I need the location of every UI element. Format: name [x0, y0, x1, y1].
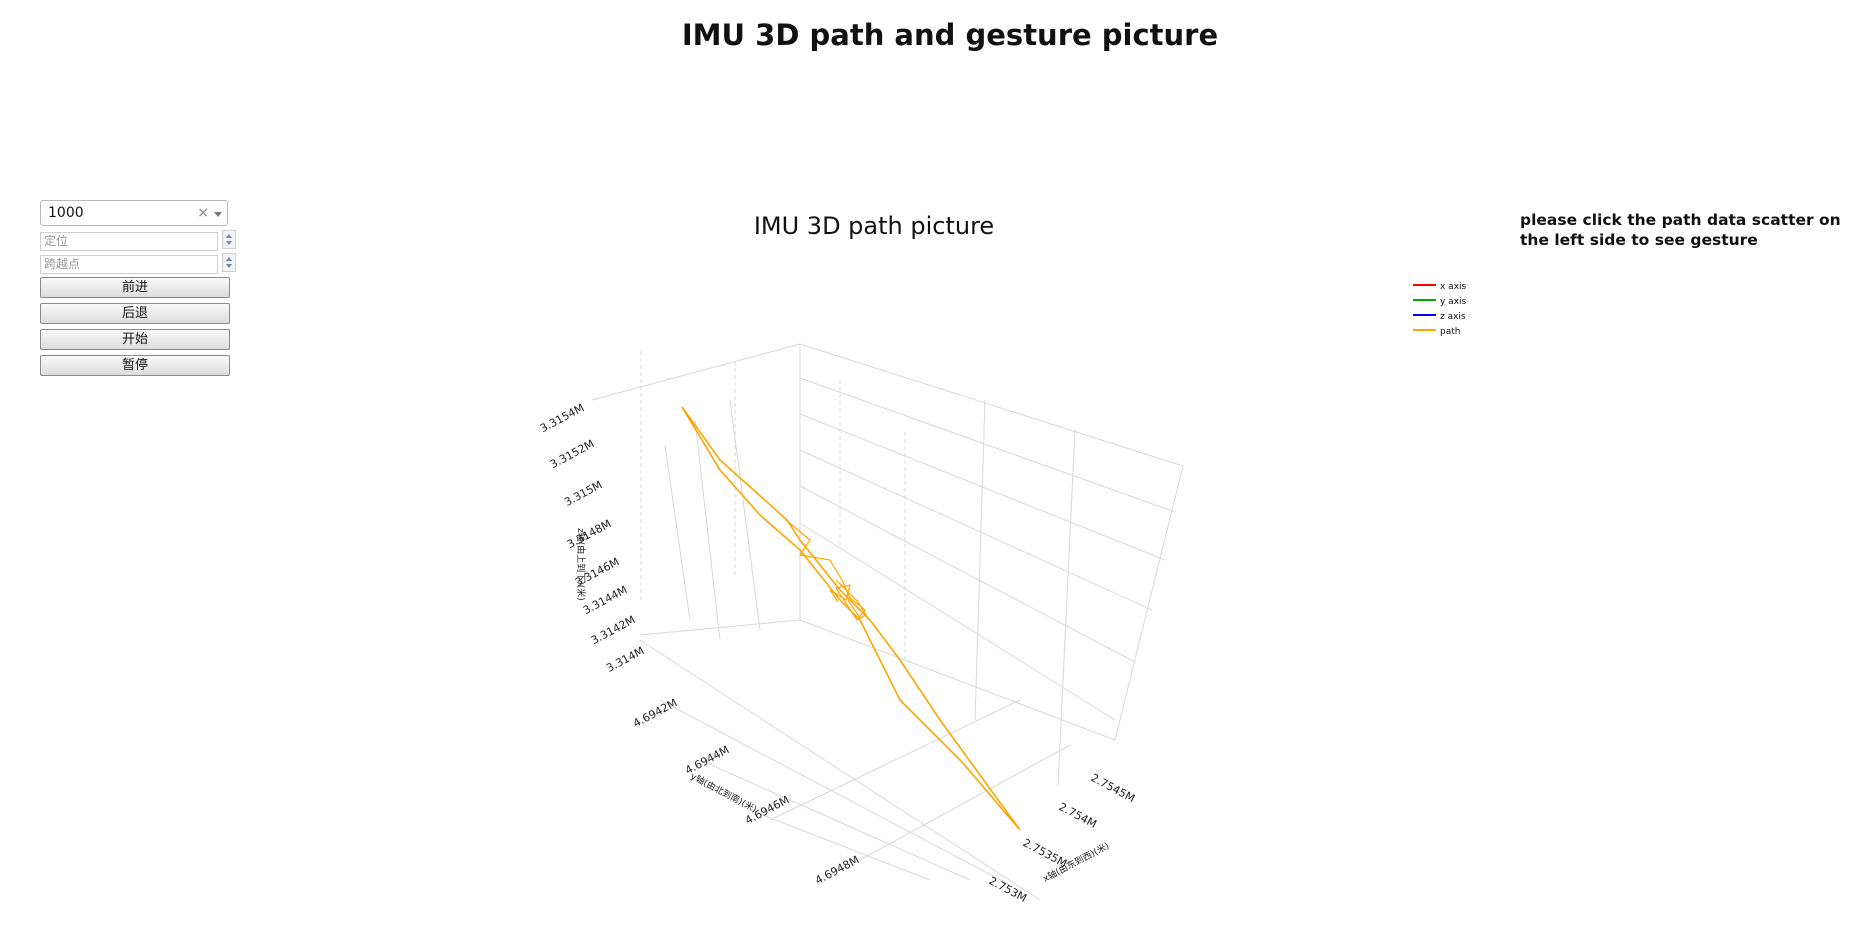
arrow-up-icon[interactable] — [226, 234, 232, 238]
y-tick-label: 4.6948M — [813, 853, 861, 887]
locate-spinner — [40, 230, 236, 251]
x-axis-ticks: 2.7545M 2.754M 2.7535M 2.753M x轴(由东到西)(米… — [987, 771, 1137, 905]
z-tick-label: 3.314M — [604, 644, 646, 675]
z-tick-label: 3.3148M — [565, 517, 613, 551]
arrow-down-icon[interactable] — [226, 241, 232, 245]
arrow-up-icon[interactable] — [226, 257, 232, 261]
skip-stepper[interactable] — [222, 253, 236, 272]
clear-icon[interactable]: × — [197, 205, 209, 221]
path-line-detail[interactable] — [785, 519, 866, 622]
x-tick-label: 2.7545M — [1089, 771, 1137, 805]
y-axis-label: y轴(由北到南)(米) — [689, 770, 759, 815]
y-tick-label: 4.6944M — [683, 743, 731, 777]
skip-spinner — [40, 253, 236, 274]
chart-title: IMU 3D path picture — [754, 212, 994, 240]
x-tick-label: 2.754M — [1057, 800, 1099, 831]
chevron-down-icon[interactable] — [214, 212, 222, 217]
gesture-hint: please click the path data scatter on th… — [1520, 211, 1841, 249]
locate-stepper[interactable] — [222, 230, 236, 249]
control-panel: 1000 × 前进 后退 开始 暂停 — [40, 200, 236, 376]
locate-input[interactable] — [40, 231, 218, 251]
z-axis-label: z轴(由上到下)(米) — [575, 528, 587, 601]
legend-item: z axis — [1440, 312, 1466, 322]
skip-input[interactable] — [40, 254, 218, 274]
path-line[interactable] — [681, 406, 1021, 831]
legend-item: path — [1440, 327, 1460, 337]
forward-button[interactable]: 前进 — [40, 277, 230, 298]
arrow-down-icon[interactable] — [226, 264, 232, 268]
y-tick-label: 4.6942M — [631, 696, 679, 730]
z-tick-label: 3.3144M — [581, 583, 629, 617]
chart-legend: x axis y axis z axis path — [1413, 282, 1467, 337]
z-tick-label: 3.3154M — [538, 401, 586, 435]
z-axis-ticks: 3.3154M 3.3152M 3.315M 3.3148M 3.3146M 3… — [538, 401, 646, 675]
page-title: IMU 3D path and gesture picture — [681, 18, 1219, 52]
chart-grid — [591, 343, 1184, 901]
z-tick-label: 3.315M — [562, 478, 604, 509]
interval-select-value: 1000 — [48, 205, 84, 221]
y-axis-ticks: 4.6942M 4.6944M 4.6946M 4.6948M y轴(由北到南)… — [631, 696, 861, 887]
legend-item: x axis — [1440, 282, 1467, 292]
legend-item: y axis — [1440, 297, 1467, 307]
z-tick-label: 3.3142M — [589, 613, 637, 647]
z-tick-label: 3.3152M — [548, 437, 596, 471]
back-button[interactable]: 后退 — [40, 303, 230, 324]
path-line-detail[interactable] — [835, 579, 867, 619]
start-button[interactable]: 开始 — [40, 329, 230, 350]
pause-button[interactable]: 暂停 — [40, 355, 230, 376]
interval-select[interactable]: 1000 × — [40, 200, 228, 226]
